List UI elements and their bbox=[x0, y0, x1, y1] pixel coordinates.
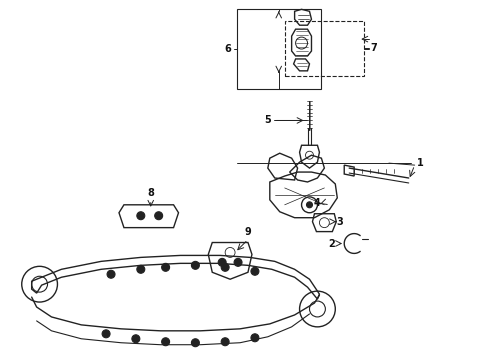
Circle shape bbox=[132, 335, 140, 343]
Circle shape bbox=[251, 267, 259, 275]
Text: 1: 1 bbox=[417, 158, 424, 168]
Circle shape bbox=[218, 258, 226, 266]
Circle shape bbox=[221, 338, 229, 346]
Text: 9: 9 bbox=[245, 226, 251, 237]
Circle shape bbox=[307, 202, 313, 208]
Circle shape bbox=[137, 212, 145, 220]
Circle shape bbox=[221, 264, 229, 271]
Text: 5: 5 bbox=[265, 116, 271, 126]
Text: 6: 6 bbox=[225, 44, 231, 54]
Text: 2: 2 bbox=[328, 239, 335, 248]
Circle shape bbox=[155, 212, 163, 220]
Bar bbox=[237, 9, 321, 89]
Text: 4: 4 bbox=[314, 198, 321, 208]
Text: 3: 3 bbox=[336, 217, 343, 227]
Circle shape bbox=[102, 330, 110, 338]
Circle shape bbox=[162, 338, 170, 346]
Circle shape bbox=[251, 334, 259, 342]
Bar bbox=[285, 21, 364, 76]
Circle shape bbox=[234, 258, 242, 266]
Circle shape bbox=[192, 339, 199, 347]
Circle shape bbox=[107, 270, 115, 278]
Circle shape bbox=[137, 265, 145, 273]
Text: 7: 7 bbox=[370, 43, 377, 53]
Circle shape bbox=[162, 264, 170, 271]
Circle shape bbox=[192, 261, 199, 269]
Text: 8: 8 bbox=[147, 188, 154, 198]
